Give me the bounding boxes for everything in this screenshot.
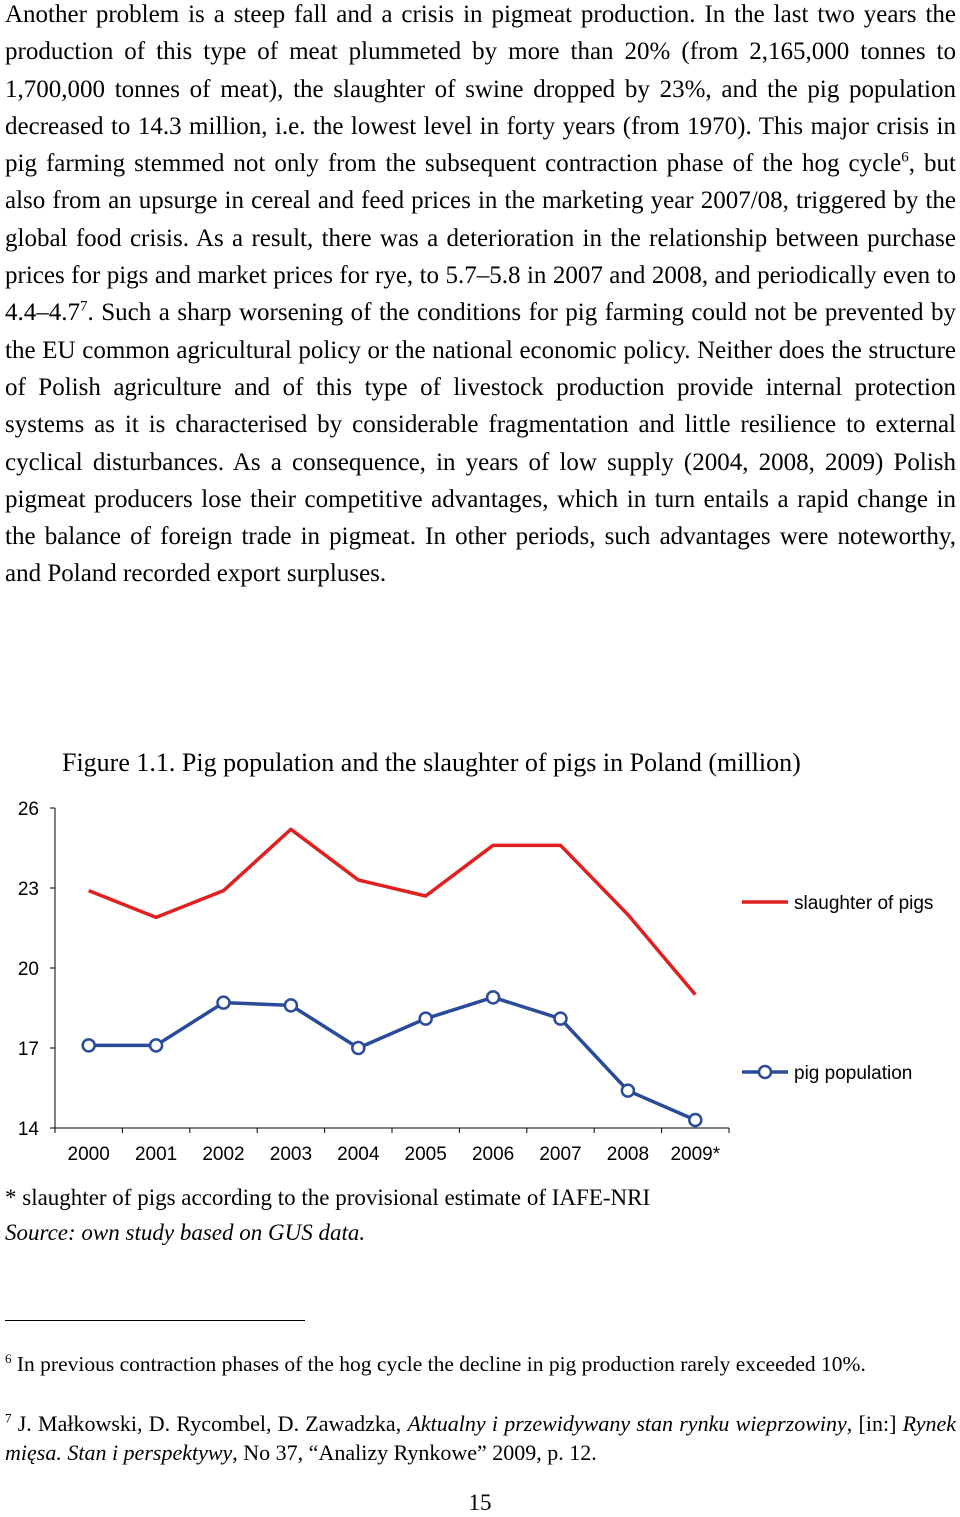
footnote-7-title: Aktualny i przewidywany stan rynku wiepr… [407, 1411, 847, 1436]
y-tick-label: 14 [18, 1119, 40, 1140]
body-text-part-3: . Such a sharp worsening of the conditio… [5, 299, 956, 588]
data-point [688, 1112, 703, 1128]
x-tick-label: 2009* [670, 1144, 720, 1165]
x-tick-label: 2006 [472, 1144, 514, 1165]
x-tick-label: 2001 [135, 1144, 177, 1165]
data-point [216, 995, 231, 1010]
legend-marker [757, 1064, 773, 1080]
data-point [553, 1011, 568, 1026]
body-paragraph: Another problem is a steep fall and a cr… [5, 0, 956, 593]
footnote-7-details: , No 37, “Analizy Rynkowe” 2009, p. 12. [232, 1440, 597, 1465]
data-point [283, 998, 299, 1013]
x-tick-label: 2003 [270, 1144, 312, 1165]
x-tick-label: 2008 [607, 1144, 649, 1165]
footnote-7-in: , [in:] [846, 1411, 903, 1436]
footnote-6-text: In previous contraction phases of the ho… [11, 1352, 866, 1376]
footnote-6-number: 6 [5, 1350, 12, 1366]
footnote-7: 7 J. Małkowski, D. Rycombel, D. Zawadzka… [5, 1409, 956, 1467]
line-chart: 26 23 20 17 14 2000 2001 2002 2003 2004 2005 2006 20… [18, 799, 934, 1165]
y-tick-label: 23 [18, 879, 39, 900]
y-tick-label: 26 [18, 799, 39, 820]
x-tick-label: 2002 [202, 1144, 244, 1165]
body-text-part-2: , but also from an upsurge in cereal and… [5, 150, 956, 327]
x-tick-label: 2004 [337, 1144, 380, 1165]
data-point [485, 990, 501, 1005]
footnote-7-authors: J. Małkowski, D. Rycombel, D. Zawadzka, [11, 1411, 408, 1436]
series-line [88, 995, 696, 1122]
data-point [620, 1083, 636, 1098]
footnote-ref-6[interactable]: 6 [901, 149, 909, 166]
data-point [81, 1038, 96, 1053]
data-point [351, 1040, 366, 1056]
x-tick-label: 2005 [405, 1144, 447, 1165]
x-tick-label: 2000 [68, 1144, 110, 1165]
figure-note: * slaughter of pigs according to the pro… [5, 1185, 651, 1210]
figure-caption: Figure 1.1. Pig population and the slaug… [62, 748, 801, 777]
y-tick-label: 17 [18, 1039, 39, 1060]
footnote-7-source-title: Rynek mięsa. Stan i perspektywy [5, 1411, 956, 1465]
body-text-part-1: Another problem is a steep fall and a cr… [5, 1, 956, 178]
footnote-6: 6 In previous contraction phases of the … [5, 1350, 956, 1379]
figure-source: Source: own study based on GUS data. [5, 1220, 366, 1245]
x-tick-label: 2007 [539, 1144, 581, 1165]
footnote-separator [5, 1320, 305, 1321]
legend-label: slaughter of pigs [794, 893, 933, 914]
page-number: 15 [468, 1490, 492, 1515]
legend-label: pig population [794, 1063, 912, 1084]
footnote-7-number: 7 [5, 1410, 12, 1426]
series-line [88, 827, 697, 996]
footnote-ref-7[interactable]: 7 [80, 299, 88, 316]
data-point [148, 1038, 164, 1053]
data-point [418, 1011, 433, 1026]
y-tick-label: 20 [18, 959, 39, 980]
